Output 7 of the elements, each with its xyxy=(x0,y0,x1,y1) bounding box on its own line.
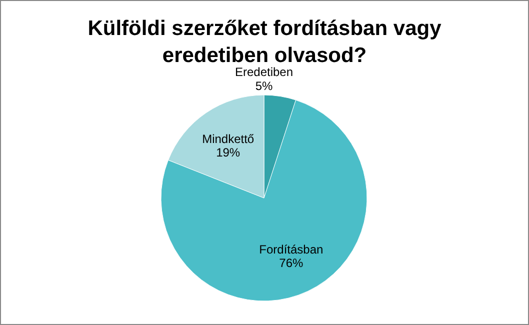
data-label: 19% xyxy=(216,146,240,160)
slice-label: Eredetiben xyxy=(234,65,294,80)
slice-label: Fordításban xyxy=(259,242,324,256)
data-label: 5% xyxy=(255,78,273,93)
slice-label: Mindkettő xyxy=(202,132,254,146)
data-label: 76% xyxy=(279,256,304,270)
chart-title: Külföldi szerzőket fordításban vagy eredetiben olvasod? xyxy=(88,17,442,67)
